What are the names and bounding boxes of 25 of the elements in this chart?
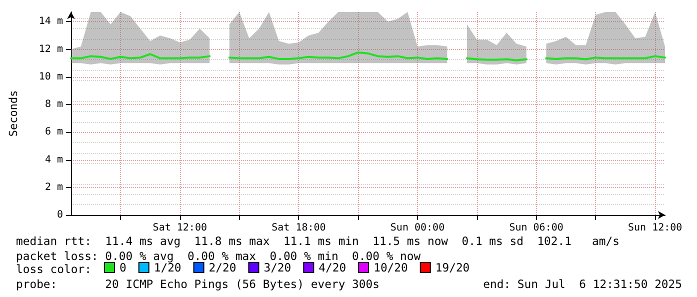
text: end: Sun Jul 6 12:31:50 2025 — [483, 277, 682, 291]
y-axis-title: Seconds — [7, 90, 20, 137]
text: median rtt: 11.4 ms avg 11.8 ms max 11.1 ms min 11.5 ms now 0.1 ms sd 102.1 am/s — [16, 234, 620, 248]
x-tick-label: Sun 06:00 — [509, 222, 564, 234]
legend-label: 10/20 — [374, 260, 408, 274]
x-tick-label: Sat 12:00 — [152, 222, 207, 234]
text: packet loss: 0.00 % avg 0.00 % max 0.00 % min 0.00 % now — [16, 249, 421, 263]
legend-label: 19/20 — [435, 260, 470, 274]
x-tick-label: Sun 00:00 — [390, 222, 445, 234]
y-tick-label: 6 m — [44, 126, 63, 138]
legend-label: 3/20 — [264, 260, 292, 274]
x-tick-label: Sat 18:00 — [272, 222, 326, 234]
legend-label: 4/20 — [318, 260, 346, 274]
legend-title: loss color: — [16, 262, 92, 276]
y-tick-label: 0 — [56, 210, 63, 220]
y-tick-label: 4 m — [44, 154, 63, 166]
x-tick-label: Sun 12:00 — [628, 222, 682, 234]
y-tick-label: 14 m — [38, 16, 63, 28]
text: probe: 20 ICMP Echo Pings (56 Bytes) every 300s — [16, 277, 380, 291]
y-tick-label: 12 m — [38, 44, 63, 55]
y-tick-label: 2 m — [44, 182, 63, 193]
y-tick-label: 10 m — [38, 71, 63, 82]
legend-label: 0 — [120, 260, 126, 274]
legend-label: 2/20 — [208, 260, 236, 274]
y-tick-label: 8 m — [44, 99, 63, 110]
